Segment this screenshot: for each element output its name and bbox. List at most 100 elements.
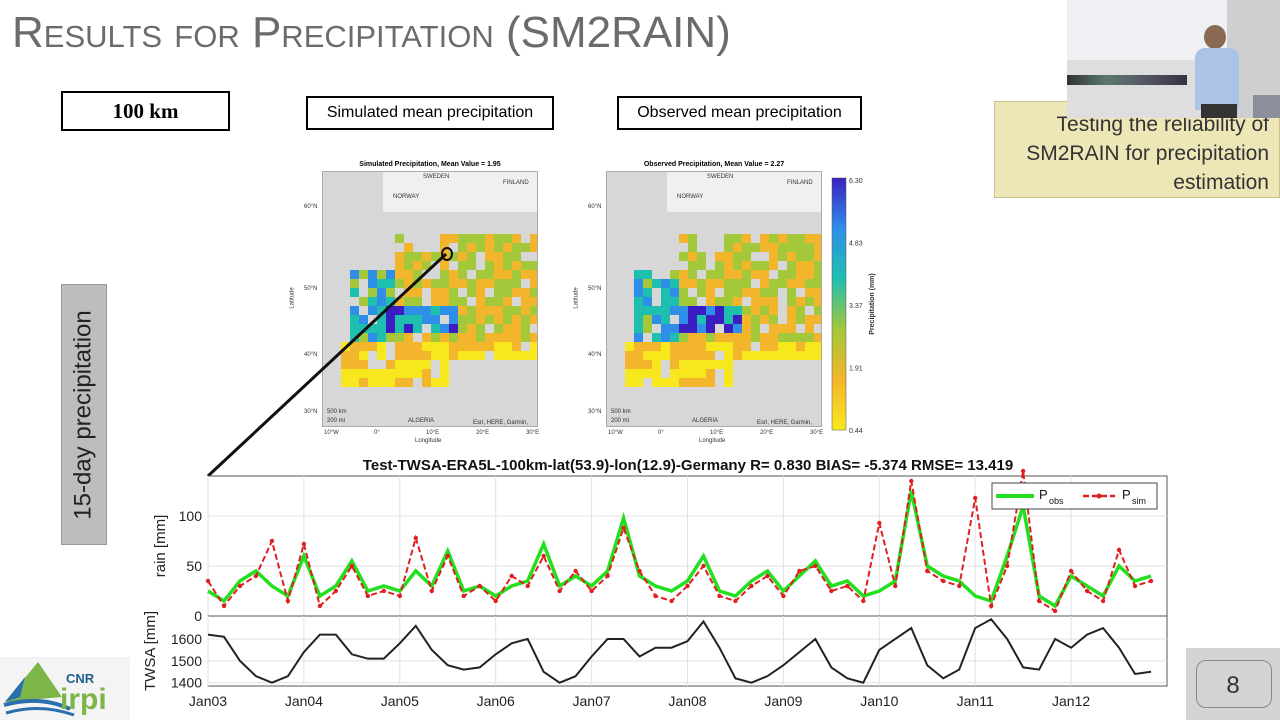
- sim-point: [909, 478, 914, 484]
- lon-tick: 20°E: [760, 430, 774, 436]
- x-tick-label: Jan07: [573, 693, 611, 709]
- x-tick-label: Jan06: [477, 693, 515, 709]
- y-tick-label: 0: [194, 608, 202, 624]
- sim-point: [413, 535, 418, 541]
- sim-point: [1052, 608, 1058, 614]
- sim-point: [813, 563, 818, 569]
- lat-tick: 60°N: [304, 204, 318, 210]
- sim-point: [589, 588, 594, 594]
- lon-tick: 0°: [658, 430, 664, 436]
- sim-point: [445, 553, 450, 559]
- y-tick-label: 1600: [171, 631, 202, 647]
- lat-tick: 40°N: [588, 352, 602, 358]
- sim-point: [605, 573, 610, 579]
- sim-point: [365, 593, 371, 599]
- sim-map-title: Simulated Precipitation, Mean Value = 1.…: [359, 161, 501, 168]
- sim-point: [1004, 563, 1010, 569]
- x-tick-label: Jan05: [381, 693, 419, 709]
- legend-sim-sub: sim: [1132, 496, 1146, 506]
- sim-point: [525, 583, 530, 589]
- sim-point: [285, 598, 291, 604]
- sim-point: [1084, 588, 1090, 594]
- y-tick-label: 1500: [171, 653, 202, 669]
- sim-point: [541, 553, 546, 559]
- map-xlabel: Longitude: [699, 438, 726, 444]
- sim-point: [781, 593, 786, 599]
- simulated-label: Simulated mean precipitation: [306, 96, 554, 130]
- sim-point: [988, 603, 994, 609]
- observed-label: Observed mean precipitation: [617, 96, 862, 130]
- sim-point: [301, 541, 307, 547]
- legend-obs-label: P: [1039, 487, 1048, 502]
- lon-tick: 10°W: [608, 430, 623, 436]
- scale-bar-km: 500 km: [611, 409, 631, 415]
- sim-point: [973, 495, 978, 501]
- resolution-label: 100 km: [61, 91, 230, 131]
- country-label: FINLAND: [787, 180, 813, 186]
- lon-tick: 20°E: [476, 430, 490, 436]
- sim-point: [925, 568, 930, 574]
- legend-sim-marker: [1096, 493, 1102, 499]
- sim-point: [893, 583, 898, 589]
- page-number-box: 8: [1186, 648, 1280, 720]
- sim-point: [397, 593, 402, 599]
- sim-point: [429, 588, 434, 594]
- scale-bar-mi: 200 mi: [611, 418, 630, 424]
- y-axis-label: TWSA [mm]: [142, 611, 159, 691]
- sim-point: [573, 568, 578, 574]
- sim-point: [1116, 547, 1122, 553]
- y-tick-label: 100: [179, 508, 203, 524]
- sim-point: [205, 578, 211, 584]
- series-line-P_obs: [207, 490, 1152, 609]
- sim-point: [1068, 568, 1074, 574]
- sim-point: [669, 598, 674, 604]
- observed-map: SWEDEN FINLAND NORWAY ALGERIA 500 km 200 mi Es…: [606, 171, 822, 427]
- sim-point: [461, 593, 466, 599]
- sim-point: [237, 583, 243, 589]
- lat-tick: 30°N: [588, 409, 602, 415]
- country-label: FINLAND: [503, 180, 529, 186]
- side-label: 15-day precipitation: [61, 284, 107, 545]
- map-attribution: Esri, HERE, Garmin, USGS: [757, 420, 813, 426]
- x-tick-label: Jan12: [1052, 693, 1090, 709]
- sim-point: [509, 573, 514, 579]
- sim-point: [701, 563, 706, 569]
- sim-point: [221, 603, 227, 609]
- svg-text:irpi: irpi: [60, 683, 107, 716]
- sim-point: [829, 588, 834, 594]
- lat-tick: 60°N: [588, 204, 602, 210]
- country-label: NORWAY: [677, 194, 704, 200]
- country-label: NORWAY: [393, 194, 420, 200]
- sim-point: [477, 583, 482, 589]
- sim-point: [1020, 468, 1026, 474]
- page-number: 8: [1226, 672, 1240, 699]
- sim-point: [269, 538, 275, 544]
- legend-obs-sub: obs: [1049, 496, 1064, 506]
- sim-point: [765, 573, 770, 579]
- sim-point: [349, 563, 355, 569]
- sim-point: [957, 583, 962, 589]
- sim-point: [845, 583, 850, 589]
- map-attribution: Esri, HERE, Garmin, USGS: [473, 420, 529, 426]
- sim-point: [333, 588, 339, 594]
- x-tick-label: Jan11: [957, 693, 994, 709]
- webcam-video: [1067, 0, 1280, 118]
- sim-point: [381, 588, 387, 594]
- sim-point: [653, 593, 658, 599]
- sim-point: [317, 603, 323, 609]
- lon-tick: 30°E: [810, 430, 824, 436]
- sim-point: [253, 573, 259, 579]
- sim-point: [877, 520, 882, 526]
- y-tick-label: 50: [186, 558, 202, 574]
- lon-tick: 10°E: [710, 430, 724, 436]
- chart-title: Test-TWSA-ERA5L-100km-lat(53.9)-lon(12.9…: [363, 457, 1013, 474]
- series-line-twsa: [207, 618, 1152, 684]
- slide-title: Results for Precipitation (SM2RAIN): [12, 8, 731, 57]
- sim-point: [941, 578, 946, 584]
- sim-point: [557, 588, 562, 594]
- y-axis-label: rain [mm]: [152, 515, 169, 578]
- svg-text:CNR: CNR: [66, 671, 95, 686]
- country-label: SWEDEN: [707, 174, 734, 180]
- x-tick-label: Jan03: [189, 693, 227, 709]
